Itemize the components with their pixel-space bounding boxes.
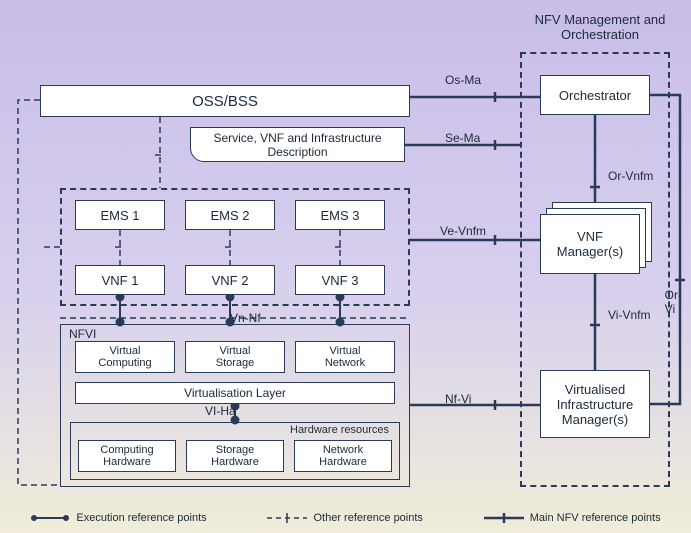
rp-or-vnfm: Or-Vnfm [608, 169, 653, 183]
legend-other-label: Other reference points [313, 512, 422, 524]
rp-or-vi: Or-Vi [665, 288, 682, 316]
ems-1-box: EMS 1 [75, 200, 165, 230]
computing-hw-box: Computing Hardware [78, 440, 176, 472]
rp-vi-ha: VI-Ha [205, 404, 236, 418]
mano-title: NFV Management and Orchestration [520, 12, 680, 42]
legend: Execution reference points Other referen… [0, 507, 691, 529]
virtual-computing-box: Virtual Computing [75, 341, 175, 373]
legend-exec-label: Execution reference points [76, 512, 206, 524]
rp-vi-vnfm: Vi-Vnfm [608, 308, 650, 322]
rp-ve-vnfm: Ve-Vnfm [440, 224, 486, 238]
legend-other: Other reference points [267, 511, 422, 525]
oss-bss-box: OSS/BSS [40, 85, 410, 117]
rp-se-ma: Se-Ma [445, 131, 480, 145]
legend-main-label: Main NFV reference points [530, 512, 661, 524]
rp-vn-nf: Vn-Nf [230, 311, 261, 325]
nfvi-label: NFVI [66, 326, 99, 342]
vnf-3-box: VNF 3 [295, 265, 385, 295]
ems-2-box: EMS 2 [185, 200, 275, 230]
virtual-network-box: Virtual Network [295, 341, 395, 373]
vnf-manager-box: VNF Manager(s) [540, 214, 640, 274]
ems-3-box: EMS 3 [295, 200, 385, 230]
legend-other-icon [267, 511, 307, 525]
vnf-2-box: VNF 2 [185, 265, 275, 295]
virtualisation-layer-box: Virtualisation Layer [75, 382, 395, 404]
service-desc-box: Service, VNF and Infrastructure Descript… [190, 127, 405, 162]
legend-exec-icon [30, 511, 70, 525]
rp-nf-vi: Nf-Vi [445, 392, 471, 406]
legend-main: Main NFV reference points [484, 511, 661, 525]
vim-box: Virtualised Infrastructure Manager(s) [540, 370, 650, 438]
legend-exec: Execution reference points [30, 511, 206, 525]
vnf-1-box: VNF 1 [75, 265, 165, 295]
network-hw-box: Network Hardware [294, 440, 392, 472]
virtual-storage-box: Virtual Storage [185, 341, 285, 373]
orchestrator-box: Orchestrator [540, 75, 650, 115]
legend-main-icon [484, 511, 524, 525]
rp-os-ma: Os-Ma [445, 73, 481, 87]
storage-hw-box: Storage Hardware [186, 440, 284, 472]
hw-resources-label: Hardware resources [290, 424, 389, 436]
